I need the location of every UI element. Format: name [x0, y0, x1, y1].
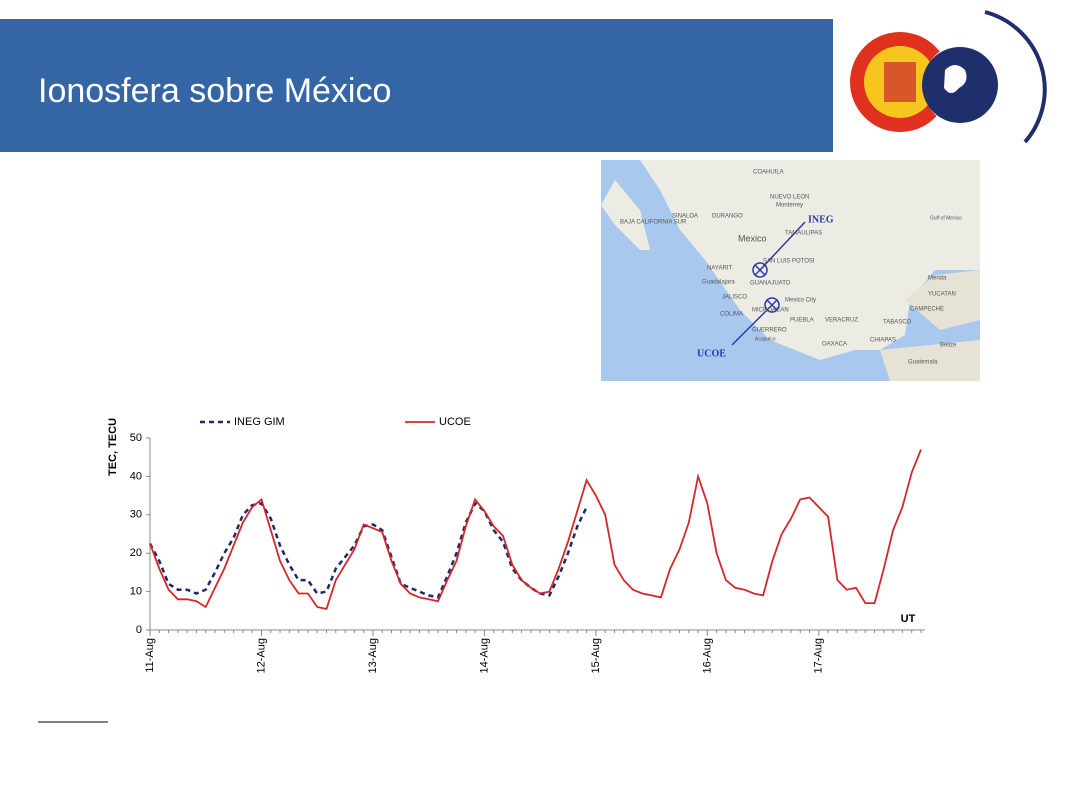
y-tick-label: 50 [130, 432, 142, 444]
chart: 0 10 20 30 40 50 11-Aug 12-Aug 13-Aug 14-Aug 15-Au… [107, 416, 925, 673]
map-label: TABASCO [883, 320, 912, 326]
legend-label: UCOE [439, 416, 471, 428]
station-label: UCOE [697, 348, 726, 359]
map-label: SAN LUIS POTOSI [763, 259, 815, 265]
map-label: Mexico [738, 233, 767, 243]
map-label: Merida [928, 276, 947, 282]
map-label: NAYARIT [707, 266, 732, 272]
logo [850, 10, 1047, 144]
y-tick-label: 40 [130, 470, 142, 482]
map-label: COAHUILA [753, 170, 784, 176]
map-label: JALISCO [722, 295, 747, 301]
map-label: Acapulco [755, 336, 776, 342]
map-label: COLIMA [720, 312, 743, 318]
y-tick-label: 20 [130, 547, 142, 559]
x-tick-label: 14-Aug [478, 638, 490, 673]
map-label: MICHOACAN [752, 308, 789, 314]
y-tick-label: 10 [130, 586, 142, 598]
slide-title: Ionosfera sobre México [38, 72, 391, 110]
map-label: NUEVO LEON [770, 195, 809, 201]
series-line [149, 449, 922, 610]
map-label: Monterrey [776, 203, 803, 209]
x-tick-label: 16-Aug [701, 638, 713, 673]
map-label: VERACRUZ [825, 318, 858, 324]
y-axis-label: TEC, TECU [107, 418, 119, 476]
station-label: INEG [808, 214, 834, 225]
map-label: Mexico City [785, 298, 816, 304]
map-label: Gulf of Mexico [930, 215, 962, 221]
legend-label: INEG GIM [234, 416, 285, 428]
map-label: DURANGO [712, 214, 743, 220]
map-label: Guadalajara [702, 280, 735, 286]
map-label: GUANAJUATO [750, 281, 791, 287]
x-tick-label: 15-Aug [590, 638, 602, 673]
map-label: Guatemala [908, 360, 938, 366]
map-label: OAXACA [822, 342, 847, 348]
y-tick-label: 30 [130, 509, 142, 521]
series-line [148, 501, 588, 599]
map-label: TAMAULIPAS [785, 231, 822, 237]
map-label: SINALOA [672, 214, 698, 220]
y-tick-label: 0 [136, 624, 142, 636]
x-tick-label: 11-Aug [144, 638, 156, 673]
map-label: YUCATAN [928, 292, 956, 298]
x-tick-label: 17-Aug [813, 638, 825, 673]
map-label: Belize [940, 343, 957, 349]
map-label: PUEBLA [790, 318, 814, 324]
x-tick-label: 13-Aug [367, 638, 379, 673]
map-label: GUERRERO [752, 328, 787, 334]
map-label: BAJA CALIFORNIA SUR [620, 220, 687, 226]
map-label: CHIAPAS [870, 338, 896, 344]
map: COAHUILA NUEVO LEON Monterrey Gulf of Mexic… [601, 160, 980, 381]
map-label: CAMPECHE [910, 307, 944, 313]
x-axis-label: UT [901, 613, 916, 625]
x-tick-label: 12-Aug [255, 638, 267, 673]
header-bar [0, 19, 833, 152]
